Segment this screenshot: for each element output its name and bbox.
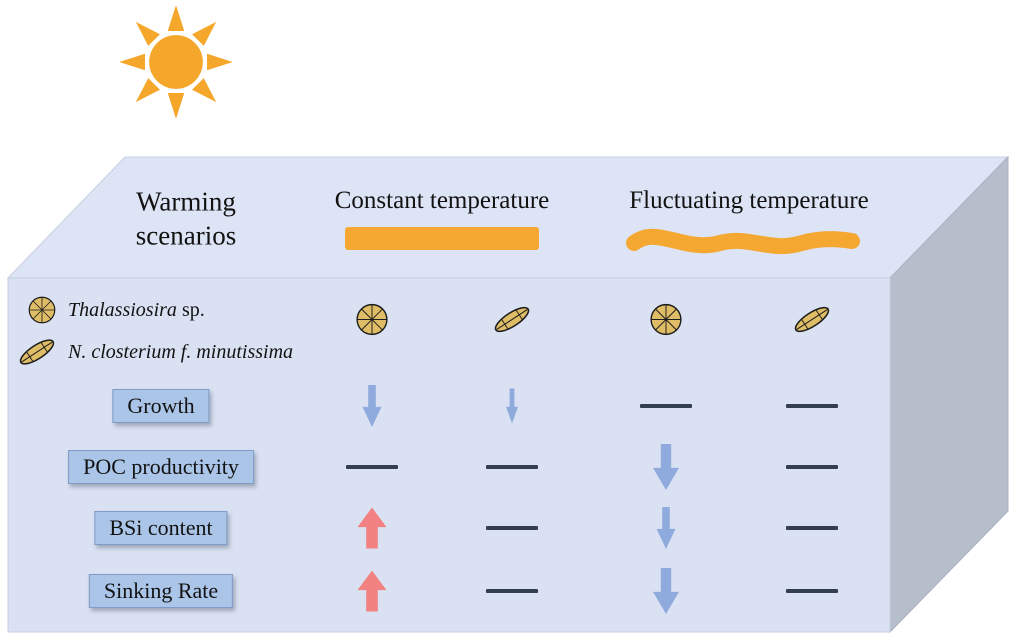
fluctuating-temperature-band bbox=[626, 228, 860, 255]
legend-item-closterium: N. closterium f. minutissima bbox=[14, 329, 293, 375]
no-change-dash bbox=[486, 465, 538, 469]
row-label-poc-productivity: POC productivity bbox=[68, 450, 254, 484]
sun-icon bbox=[119, 5, 233, 119]
sun-shape bbox=[119, 5, 233, 119]
pennate-diatom-icon bbox=[789, 297, 835, 348]
constant-temperature-label: Constant temperature bbox=[334, 187, 550, 214]
legend-label-thalassiosira: Thalassiosira sp. bbox=[68, 299, 205, 322]
pennate-diatom-icon bbox=[14, 329, 60, 375]
species-name-italic: Thalassiosira bbox=[68, 298, 177, 321]
no-change-dash bbox=[786, 589, 838, 593]
row-label-bsi-content: BSi content bbox=[94, 511, 228, 545]
species-name-plain: sp. bbox=[176, 298, 205, 321]
centric-diatom-icon bbox=[645, 299, 687, 346]
species-name-italic: N. closterium f. minutissima bbox=[68, 340, 294, 363]
constant-temperature-band bbox=[345, 227, 539, 250]
no-change-dash bbox=[786, 465, 838, 469]
no-change-dash bbox=[786, 526, 838, 530]
no-change-dash bbox=[640, 404, 692, 408]
no-change-dash bbox=[786, 404, 838, 408]
no-change-dash bbox=[486, 526, 538, 530]
no-change-dash bbox=[346, 465, 398, 469]
centric-diatom-icon bbox=[351, 299, 393, 346]
row-label-growth: Growth bbox=[112, 389, 210, 423]
pennate-diatom-icon bbox=[489, 297, 535, 348]
row-label-sinking-rate: Sinking Rate bbox=[88, 574, 234, 608]
legend-item-thalassiosira: Thalassiosira sp. bbox=[24, 292, 205, 328]
box-front-face bbox=[7, 277, 891, 633]
no-change-dash bbox=[486, 589, 538, 593]
fluctuating-temperature-label: Fluctuating temperature bbox=[629, 187, 869, 214]
centric-diatom-icon bbox=[24, 292, 60, 328]
legend-label-closterium: N. closterium f. minutissima bbox=[68, 341, 293, 364]
warming-scenarios-label: Warming scenarios bbox=[135, 186, 237, 250]
